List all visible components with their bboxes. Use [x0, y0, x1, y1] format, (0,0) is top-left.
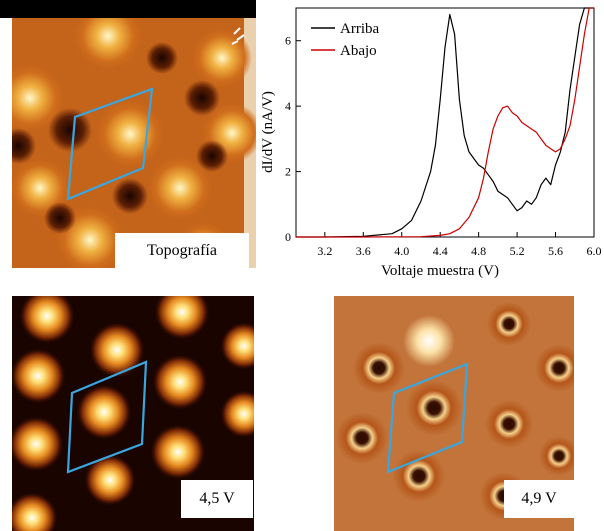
map45-spot [152, 354, 208, 410]
y-axis-label: dI/dV (nA/V) [260, 91, 276, 173]
y-tick-label: 4 [285, 99, 291, 113]
map45-spot [76, 384, 132, 440]
x-tick-label: 5.2 [510, 244, 525, 258]
legend-label-abajo: Abajo [340, 43, 377, 59]
map-4-9v-label: 4,9 V [504, 480, 574, 518]
series-line-abajo [296, 7, 594, 238]
map45-spot [84, 454, 136, 506]
topo-hole [48, 108, 92, 152]
map49-ring [336, 412, 388, 464]
x-tick-label: 3.6 [356, 244, 371, 258]
map45-spot [150, 424, 206, 480]
map45-spot [154, 296, 210, 340]
x-axis-label: Voltaje muestra (V) [381, 263, 499, 279]
map45-spot [220, 390, 254, 438]
map45-spot [12, 416, 64, 472]
topography-map: Topografía [12, 18, 256, 268]
topo-hole [184, 80, 220, 116]
legend: Arriba Abajo [311, 21, 379, 59]
unit-cell-outline [386, 362, 469, 474]
x-tick-label: 4.8 [471, 244, 486, 258]
topo-hole [146, 42, 178, 74]
plot-frame [295, 7, 595, 238]
unit-cell-outline [66, 360, 148, 474]
map45-spot [89, 322, 145, 378]
x-tick-label: 4.4 [433, 244, 448, 258]
x-tick-label: 5.6 [548, 244, 563, 258]
top-strip [0, 0, 256, 18]
map-4-5v: 4,5 V [12, 296, 254, 531]
map45-spot [12, 492, 58, 531]
map-4-5v-label: 4,5 V [181, 480, 253, 518]
x-tick-label: 4.0 [394, 244, 409, 258]
topo-spot [12, 64, 64, 132]
map49-ring [539, 436, 574, 476]
series-line-arriba [296, 7, 594, 238]
map49-ring [406, 380, 462, 436]
topo-hole [112, 178, 148, 214]
topo-spot [192, 28, 252, 88]
map-4-9v: 4,9 V [334, 296, 574, 531]
legend-label-arriba: Arriba [340, 21, 379, 37]
map49-ring [535, 344, 574, 392]
topo-hole [12, 128, 36, 164]
y-tick-label: 2 [285, 165, 291, 179]
x-tick-label: 6.0 [587, 244, 602, 258]
didv-chart: 3.2 3.6 4.0 4.4 4.8 5.2 5.6 6.0 0 2 4 6 Voltaje mu… [256, 0, 604, 290]
topography-label: Topografía [115, 233, 249, 268]
unit-cell-outline [66, 87, 154, 201]
y-tick-label: 0 [285, 230, 291, 244]
topo-spot [74, 18, 142, 70]
x-tick-label: 3.2 [317, 244, 332, 258]
map49-ring [393, 450, 445, 502]
map45-spot [220, 322, 254, 370]
y-tick-label: 6 [285, 34, 291, 48]
map45-spot [19, 296, 75, 344]
map49-ring [353, 342, 405, 394]
topo-hole [44, 202, 76, 234]
map45-spot [12, 348, 66, 404]
topo-hole [196, 140, 228, 172]
map49-ring [487, 302, 531, 346]
map49-ring [485, 400, 533, 448]
topo-spot [96, 100, 164, 168]
topo-spot [148, 156, 212, 220]
